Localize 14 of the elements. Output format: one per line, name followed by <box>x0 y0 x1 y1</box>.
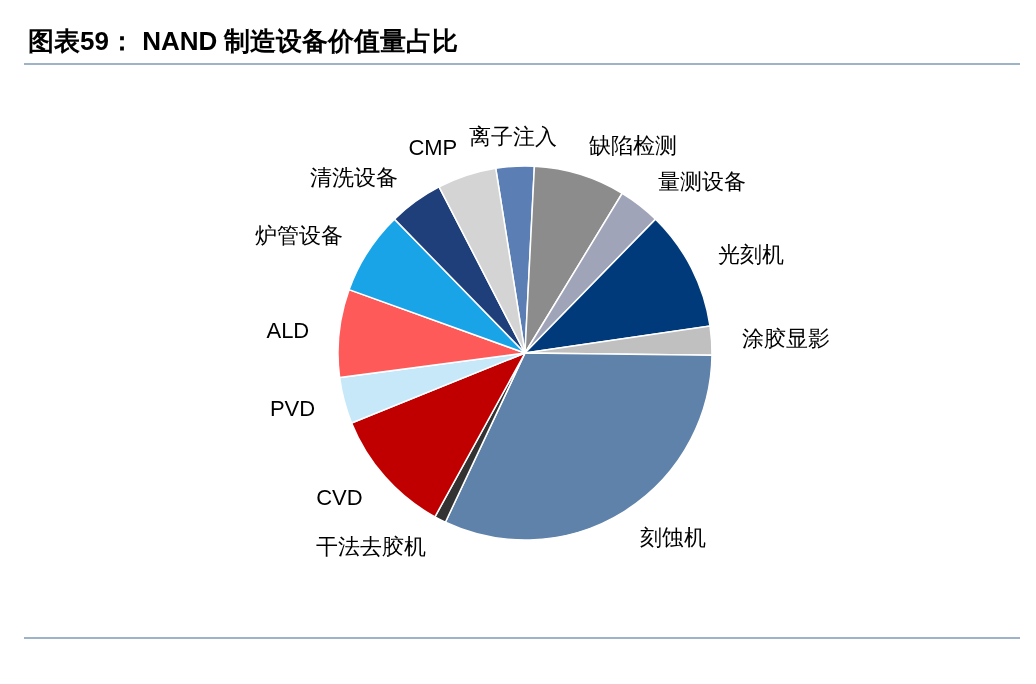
slice-label: 刻蚀机 <box>640 524 707 550</box>
slice-label: 缺陷检测 <box>588 133 677 159</box>
slice-label: 光刻机 <box>718 242 785 268</box>
slice-label: 清洗设备 <box>310 164 398 190</box>
slice-label: PVD <box>269 395 316 421</box>
slice-label: 量测设备 <box>658 169 746 195</box>
slice-label: 离子注入 <box>469 124 558 150</box>
slice-label: 涂胶显影 <box>741 326 830 352</box>
slice-label: 干法去胶机 <box>316 534 427 560</box>
slice-label: 炉管设备 <box>254 223 343 249</box>
slice-label: CMP <box>408 134 458 160</box>
slice-label: ALD <box>266 317 310 343</box>
chart-title: 图表59： NAND 制造设备价值量占比 <box>28 26 459 56</box>
slice-label: CVD <box>316 484 363 510</box>
